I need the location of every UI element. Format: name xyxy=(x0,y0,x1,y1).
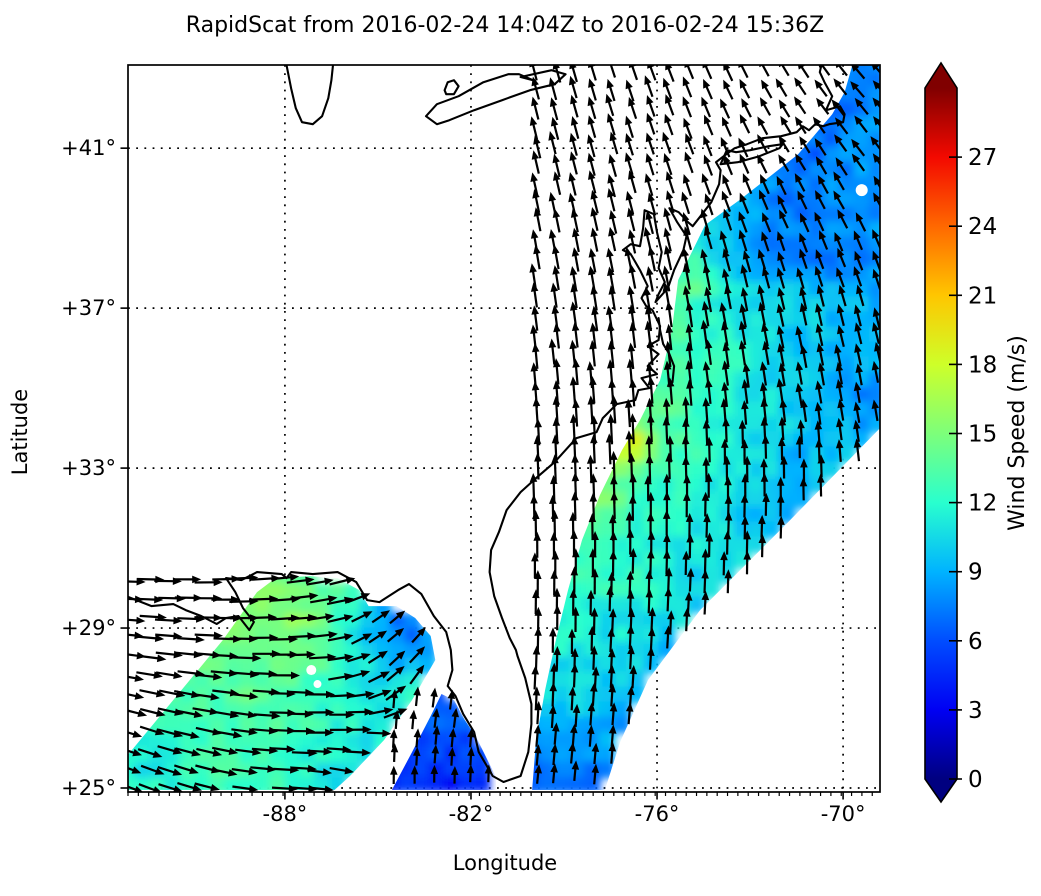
y-tick-label: +33° xyxy=(61,456,116,480)
axis-ticks-layer xyxy=(120,147,873,800)
coastline-lake-erie xyxy=(424,69,567,126)
colorbar-tick-label: 18 xyxy=(968,352,997,378)
colorbar-ticks: 0 3 6 9 12 15 18 21 24 27 xyxy=(949,145,997,793)
coastline-lake-st-clair xyxy=(443,79,460,96)
colorbar-extend-min-arrow xyxy=(925,779,957,802)
colorbar-tick-label: 6 xyxy=(968,629,983,655)
wind-arrows xyxy=(128,65,880,792)
y-tick-label: +41° xyxy=(61,136,116,160)
swath-arrows-atlantic-swath xyxy=(529,65,880,785)
coastline-outer-banks xyxy=(657,317,676,384)
colorbar-extend-max-arrow xyxy=(925,63,957,88)
y-tick-label: +29° xyxy=(61,616,116,640)
x-tick-label: -70° xyxy=(821,802,866,826)
colorbar: 0 3 6 9 12 15 18 21 24 27 Wind Speed (m/s) xyxy=(924,61,1030,804)
colorbar-label: Wind Speed (m/s) xyxy=(1005,335,1030,531)
figure-title: RapidScat from 2016-02-24 14:04Z to 2016… xyxy=(186,13,824,38)
colorbar-tick-label: 27 xyxy=(968,145,997,171)
speed-heatmap-cells xyxy=(128,65,880,790)
x-axis-label: Longitude xyxy=(453,851,557,875)
axis-tick-labels: -88° -82° -76° -70° +41° +37° +33° +29° +25° xyxy=(61,136,865,826)
colorbar-tick-label: 12 xyxy=(968,491,997,517)
colorbar-tick-label: 3 xyxy=(968,698,983,724)
colorbar-tick-label: 21 xyxy=(968,283,997,309)
y-axis-label: Latitude xyxy=(8,389,32,475)
coastline-mainland-coast xyxy=(128,65,846,784)
swath-arrows-gulf-of-mexico-swath xyxy=(128,573,426,792)
plot-frame xyxy=(127,64,881,793)
colorbar-tick-label: 9 xyxy=(968,560,983,586)
x-tick-label: -82° xyxy=(449,802,494,826)
wind-field-layer xyxy=(128,65,880,792)
colorbar-tick-label: 0 xyxy=(968,767,983,793)
x-tick-label: -88° xyxy=(263,802,308,826)
swath-gulf-of-mexico-swath xyxy=(128,576,436,790)
coastline-layer xyxy=(128,65,846,784)
colorbar-tick-label: 15 xyxy=(968,422,997,448)
coastline-lake-michigan xyxy=(285,65,335,126)
y-tick-label: +37° xyxy=(61,296,116,320)
y-tick-label: +25° xyxy=(61,776,116,800)
colorbar-tick-label: 24 xyxy=(968,214,997,240)
x-tick-label: -76° xyxy=(635,802,680,826)
coastline-long-island xyxy=(719,143,784,166)
